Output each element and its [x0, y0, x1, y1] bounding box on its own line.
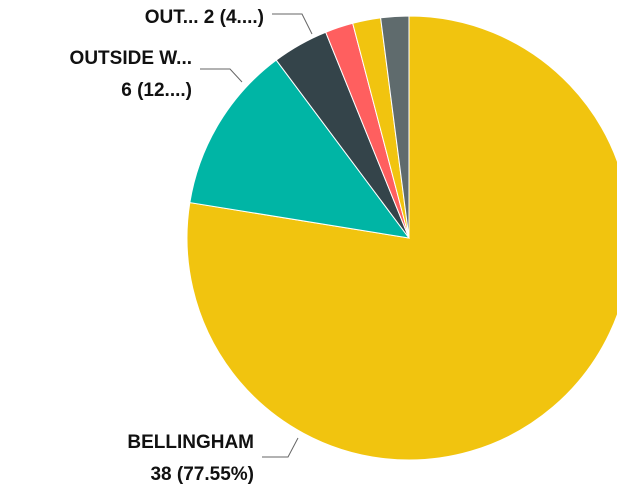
- pie-slice-5[interactable]: [380, 15, 410, 239]
- out-label-leader: [272, 13, 313, 35]
- outside-label-value: 6 (12....): [121, 80, 192, 101]
- bellingham-label-leader: [262, 437, 299, 458]
- pie-slice-0[interactable]: [186, 15, 617, 461]
- pie-slice-1[interactable]: [189, 59, 411, 239]
- bellingham-label-name: BELLINGHAM: [127, 432, 254, 453]
- outside-label-name: OUTSIDE W...: [70, 48, 192, 69]
- outside-label-leader: [200, 68, 243, 83]
- bellingham-label-value: 38 (77.55%): [150, 464, 254, 485]
- out-label: OUT... 2 (4....): [145, 7, 264, 28]
- pie-slices: [186, 15, 617, 461]
